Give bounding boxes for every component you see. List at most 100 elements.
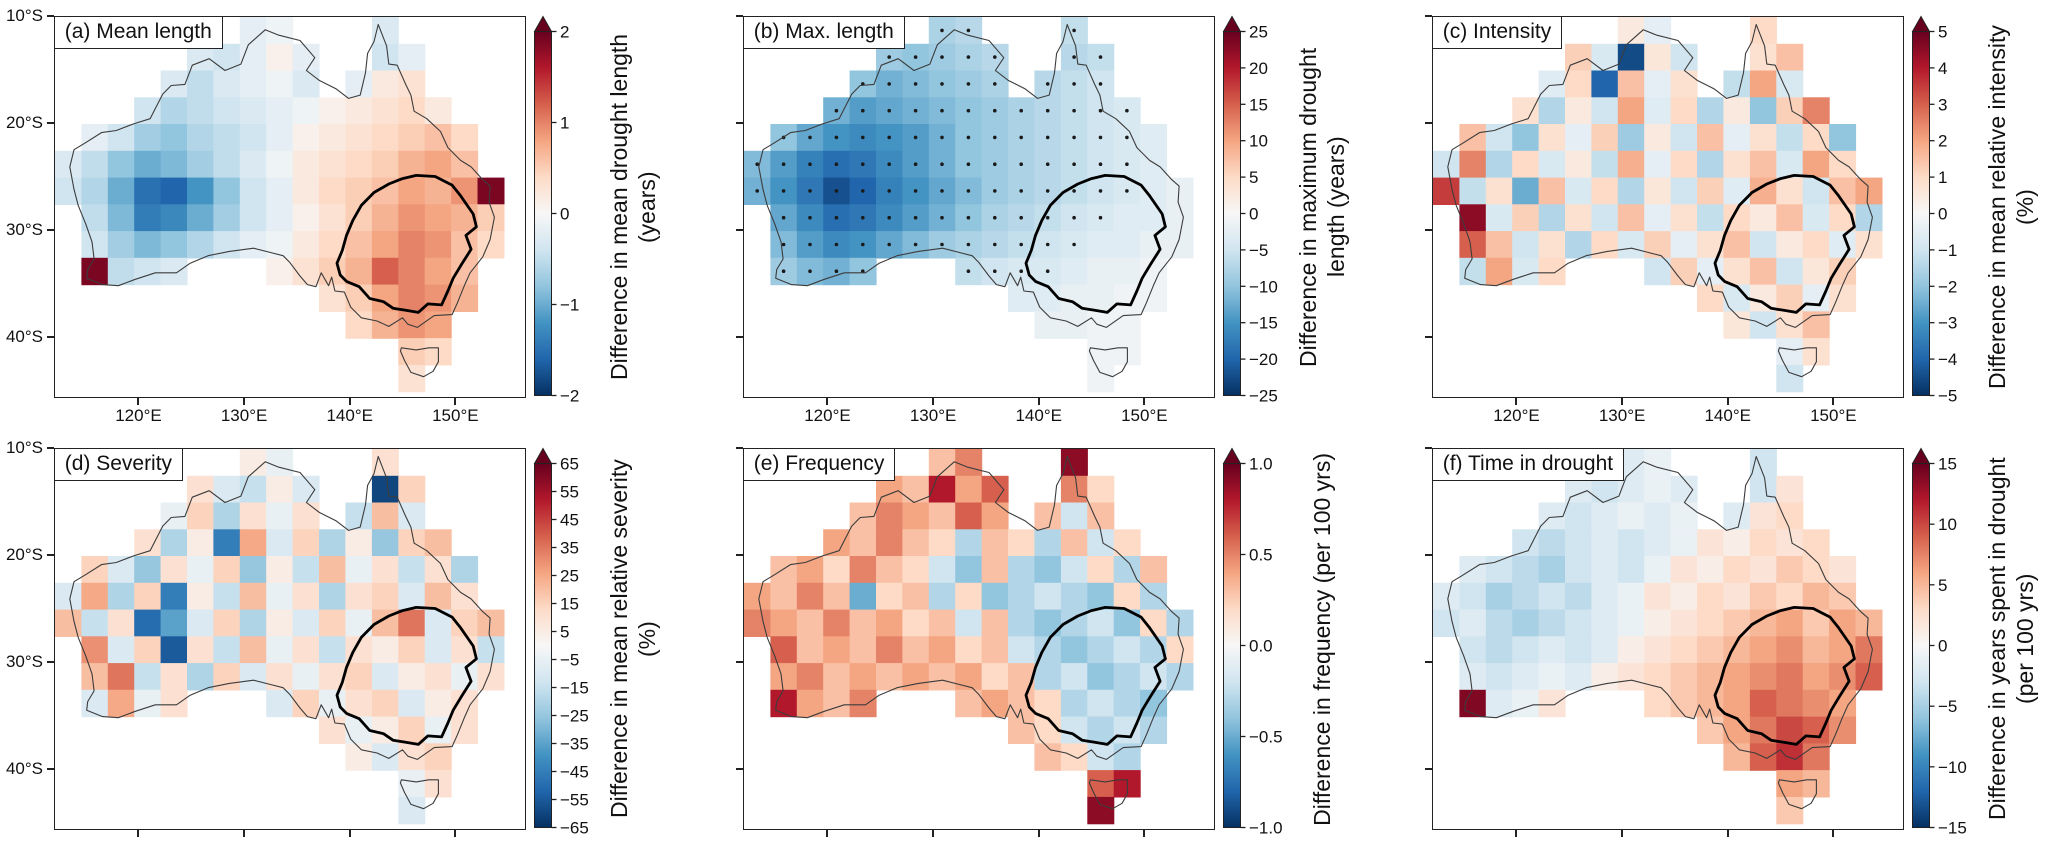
australia-heatmap	[744, 17, 1194, 393]
svg-text:−5: −5	[560, 651, 579, 670]
colorbar: 5 4 3 2 1 0 −1 −2 −3 −4 −5	[1911, 15, 1957, 406]
lon-tick	[826, 830, 829, 837]
lon-axis	[54, 830, 526, 858]
lon-tick	[1515, 830, 1518, 837]
lat-tick	[1425, 447, 1432, 449]
svg-text:−5: −5	[1249, 241, 1268, 260]
lat-tick	[736, 554, 743, 557]
svg-text:5: 5	[560, 623, 569, 642]
svg-text:−25: −25	[1249, 387, 1278, 406]
map-plot: (c) Intensity	[1431, 15, 1904, 398]
map-plot: (d) Severity	[53, 447, 526, 830]
svg-text:0: 0	[1938, 637, 1947, 656]
map-plot: (b) Max. length	[742, 15, 1215, 398]
svg-text:−2: −2	[1938, 277, 1957, 296]
lon-tick-label: 120°E	[1493, 406, 1540, 425]
map-panel: (c) Intensity 120°E 130°E 140°E 150°E 5 4 3 2 1…	[1378, 0, 2067, 432]
lat-tick-label: 10°S	[5, 438, 43, 457]
panel-title: (d) Severity	[53, 447, 184, 481]
lon-tick-label: 150°E	[432, 406, 479, 425]
panel-title: (b) Max. length	[742, 15, 905, 49]
lon-tick	[137, 830, 140, 837]
colorbar-label-text: Difference in frequency (per 100 yrs)	[1309, 452, 1335, 826]
svg-text:65: 65	[560, 455, 579, 474]
svg-text:3: 3	[1938, 95, 1947, 114]
panel-title: (f) Time in drought	[1431, 447, 1625, 481]
svg-text:−2: −2	[560, 387, 579, 406]
panel-title-text: (c) Intensity	[1442, 19, 1552, 43]
svg-text:45: 45	[560, 511, 579, 530]
svg-text:−25: −25	[560, 707, 589, 726]
lon-tick	[1143, 830, 1146, 837]
lat-axis	[1384, 447, 1432, 830]
lat-tick-label: 40°S	[5, 327, 43, 347]
lon-axis: 120°E 130°E 140°E 150°E	[54, 398, 526, 426]
lon-axis	[743, 830, 1215, 858]
svg-text:2: 2	[1938, 132, 1947, 151]
lat-tick	[47, 15, 54, 17]
lat-tick	[1425, 15, 1432, 17]
lon-tick-label: 150°E	[1121, 406, 1168, 425]
svg-text:−20: −20	[1249, 350, 1278, 369]
lat-tick-label: 30°S	[5, 220, 43, 240]
svg-text:55: 55	[560, 483, 579, 502]
svg-text:−65: −65	[560, 819, 589, 838]
lat-tick-label: 20°S	[5, 113, 43, 133]
lat-tick	[47, 122, 54, 125]
lat-tick	[1425, 768, 1432, 771]
map-plot: (e) Frequency	[742, 447, 1215, 830]
colorbar-label: Difference in frequency (per 100 yrs)	[1291, 448, 1353, 830]
lon-tick	[1621, 398, 1624, 405]
lat-tick-label: 10°S	[5, 6, 43, 25]
australia-heatmap	[1433, 449, 1883, 825]
colorbar-label-text: Difference in mean relative intensity (%…	[1984, 25, 2038, 389]
panel-title: (a) Mean length	[53, 15, 223, 49]
lat-tick	[47, 554, 54, 557]
svg-text:1.0: 1.0	[1249, 455, 1273, 474]
map-plot: (a) Mean length	[53, 15, 526, 398]
lat-tick	[47, 336, 54, 339]
svg-text:5: 5	[1938, 23, 1947, 42]
lat-tick	[1425, 229, 1432, 232]
lon-tick	[932, 398, 935, 405]
svg-text:−1.0: −1.0	[1249, 819, 1283, 838]
australia-heatmap	[1433, 17, 1883, 393]
svg-text:−10: −10	[1938, 758, 1967, 777]
colorbar-label: Difference in mean relative severity (%)	[602, 448, 664, 830]
map-panel: 10°S 20°S 30°S 40°S (d) Severity 65 55 45 35 25…	[0, 432, 689, 864]
lat-tick	[47, 447, 54, 449]
lat-tick	[1425, 554, 1432, 557]
lat-tick	[736, 229, 743, 232]
lat-tick	[736, 122, 743, 125]
lon-tick-label: 140°E	[326, 406, 373, 425]
colorbar-label-text: Difference in maximum drought length (ye…	[1295, 47, 1349, 367]
lon-tick-label: 130°E	[220, 406, 268, 425]
lat-tick	[1425, 336, 1432, 339]
australia-heatmap	[744, 449, 1194, 825]
lon-tick	[1143, 398, 1146, 405]
lat-tick	[736, 661, 743, 664]
lon-tick	[1515, 398, 1518, 405]
lat-axis	[1384, 15, 1432, 398]
svg-text:25: 25	[560, 567, 579, 586]
svg-text:−55: −55	[560, 791, 589, 810]
lat-tick-label: 20°S	[5, 545, 43, 565]
svg-text:0: 0	[560, 205, 569, 224]
svg-text:1: 1	[1938, 168, 1947, 187]
colorbar-label: Difference in years spent in drought (pe…	[1980, 448, 2042, 830]
colorbar-label: Difference in mean drought length (years…	[602, 16, 664, 398]
colorbar: 25 20 15 10 5 0 −5 −10 −15 −20 −25	[1222, 15, 1278, 406]
svg-text:−15: −15	[560, 679, 589, 698]
svg-text:4: 4	[1938, 59, 1947, 78]
svg-text:−15: −15	[1938, 819, 1967, 838]
lat-tick	[47, 768, 54, 771]
svg-text:−45: −45	[560, 763, 589, 782]
svg-text:2: 2	[560, 23, 569, 42]
svg-text:−0.5: −0.5	[1249, 728, 1283, 747]
colorbar-label-text: Difference in years spent in drought (pe…	[1984, 457, 2038, 821]
lon-tick	[454, 398, 457, 405]
panel-title-text: (d) Severity	[64, 451, 173, 475]
lat-tick-label: 30°S	[5, 652, 43, 672]
lat-axis: 10°S 20°S 30°S 40°S	[5, 438, 54, 830]
svg-text:−5: −5	[1938, 387, 1957, 406]
